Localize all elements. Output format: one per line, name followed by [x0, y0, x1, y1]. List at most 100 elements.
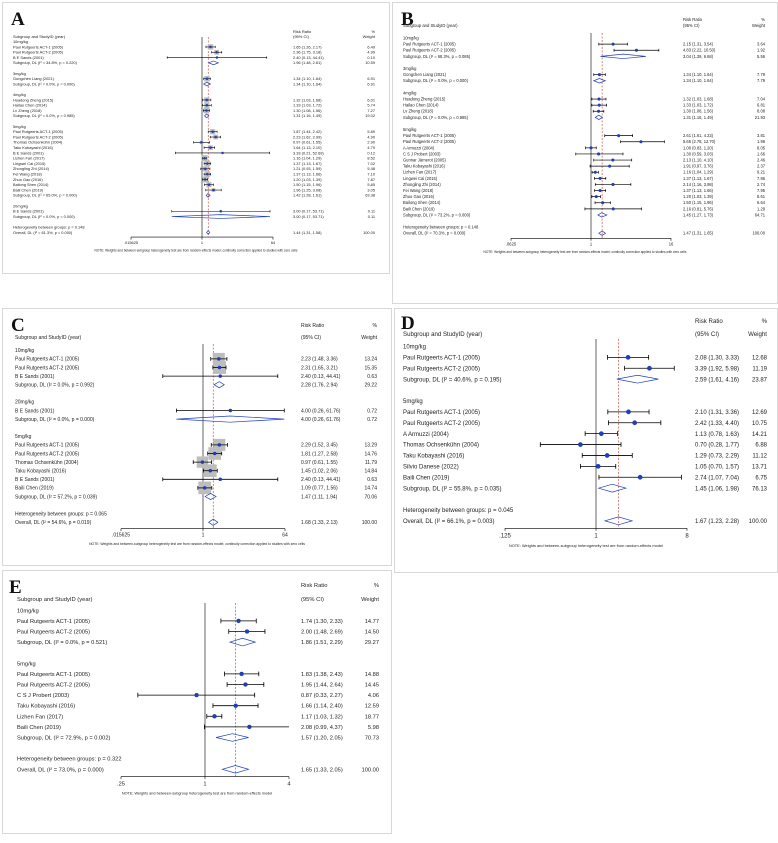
- heterogeneity-text: Heterogeneity between groups: p = 0.065: [15, 511, 107, 517]
- point-estimate: [212, 188, 215, 192]
- rr-ci-value: 1.83 (1.38, 2.43): [301, 672, 343, 678]
- rr-ci-value: 1.34 (1.10, 1.64): [293, 81, 322, 86]
- subtotal-diamond: [215, 733, 249, 742]
- study-label: Zhongling Zhi (2014): [403, 182, 441, 187]
- ci-header: (95% CI): [683, 23, 700, 28]
- point-estimate: [597, 109, 601, 113]
- rr-ci-value: 1.34 (1.10, 1.64): [683, 78, 714, 83]
- rr-ci-value: 1.37 (1.13, 1.67): [683, 176, 714, 181]
- weight-value: 8.52: [367, 156, 375, 161]
- overall-label: Overall, DL (I² = 61.3%, p = 0.000): [13, 230, 73, 235]
- study-column-header: Subgroup and StudyID (year): [15, 335, 82, 341]
- study-label: Baili Chen (2019): [15, 486, 54, 492]
- study-label: Gunnar Järnerot (2005): [403, 157, 446, 162]
- footnote: NOTE: Weights and between-subgroup heter…: [89, 542, 305, 546]
- rr-ci-value: 1.50 (1.15, 1.96): [683, 200, 714, 205]
- weight-value: 0.63: [367, 374, 377, 380]
- rr-ci-value: 2.13 (1.10, 4.10): [683, 157, 714, 162]
- weight-value: 5.48: [367, 166, 375, 171]
- subgroup-header: 5mg/kg: [403, 127, 417, 132]
- panel-letter: B: [401, 9, 414, 30]
- point-estimate: [205, 98, 208, 102]
- risk-ratio-header: Risk Ratio: [301, 583, 327, 589]
- subtotal-diamond: [594, 114, 604, 120]
- weight-value: 3.05: [367, 187, 375, 192]
- weight-value: 64.71: [755, 212, 766, 217]
- footnote: NOTE: Weights and between-subgroup heter…: [122, 791, 272, 795]
- weight-value: 100.00: [749, 519, 768, 525]
- heterogeneity-text: Heterogeneity between groups: p = 0.148: [403, 225, 479, 230]
- study-label: Lizhen Fan (2017): [13, 156, 45, 161]
- weight-value: 1.92: [757, 48, 766, 53]
- overall-label: Overall, DL (I² = 66.1%, p = 0.003): [403, 519, 495, 525]
- point-estimate: [212, 714, 217, 719]
- weight-value: 2.46: [757, 157, 766, 162]
- weight-value: 7.86: [757, 176, 766, 181]
- rr-ci-value: 1.65 (1.26, 2.17): [293, 44, 322, 49]
- point-estimate: [205, 104, 209, 107]
- point-estimate: [205, 77, 209, 81]
- rr-ci-value: 1.20 (1.03, 1.39): [293, 177, 322, 182]
- weight-value: 7.95: [757, 188, 766, 193]
- study-label: Fei Wang (2018): [403, 188, 434, 193]
- study-label: Hailao Chen (2014): [403, 103, 439, 108]
- study-label: B E Sands (2001): [15, 408, 55, 414]
- study-label: Paul Rutgeerts ACT-1 (2005): [15, 443, 80, 449]
- weight-value: 12.68: [752, 355, 768, 361]
- overall-label: Overall, DL (I² = 73.0%, p = 0.000): [17, 767, 104, 773]
- x-tick-label: 1: [203, 781, 206, 787]
- forest-panel-d: D Subgroup and StudyID (year) Risk Ratio (9…: [394, 308, 778, 573]
- weight-value: 2.37: [757, 164, 766, 169]
- subtotal-diamond: [597, 483, 628, 493]
- study-label: B E Sands (2001): [13, 55, 44, 60]
- rr-ci-value: 1.37 (1.13, 1.67): [293, 161, 322, 166]
- subgroup-header: 10mg/kg: [13, 39, 28, 44]
- x-tick-label: 1: [590, 241, 593, 246]
- study-label: Lingwei Cai (2015): [403, 176, 438, 181]
- study-label: Thomas Ochsenkühn (2004): [15, 460, 79, 466]
- study-label: Paul Rutgeerts ACT-1 (2005): [403, 355, 480, 361]
- study-label: Thomas Ochsenkühn (2004): [13, 140, 63, 145]
- study-label: Hailao Chen (2014): [13, 103, 47, 108]
- point-estimate: [203, 156, 206, 160]
- subgroup-header: 10mg/kg: [17, 608, 39, 614]
- subtotal-label: Subgroup, DL (I² = 0.0%, p = 0.992): [15, 382, 95, 388]
- study-label: B E Sands (2001): [15, 477, 55, 483]
- study-label: Paul Rutgeerts ACT-2 (2005): [403, 421, 480, 427]
- subtotal-label: Subgroup, DL (I² = 57.2%, p = 0.039): [15, 494, 97, 500]
- subtotal-label: Subgroup, DL (I² = 0.0%, p = 0.000): [13, 214, 75, 219]
- rr-ci-value: 2.42 (1.33, 4.40): [695, 421, 739, 427]
- subtotal-label: Subgroup, DL (I² = 55.8%, p = 0.035): [403, 486, 502, 492]
- rr-ci-value: 2.59 (1.61, 4.16): [695, 377, 739, 383]
- rr-ci-value: 1.37 (1.13, 1.66): [683, 188, 714, 193]
- weight-value: 3.64: [757, 42, 766, 47]
- weight-value: 6.91: [367, 81, 375, 86]
- forest-plot-svg: A Subgroup and StudyID (year) Risk Ratio(9…: [11, 9, 376, 253]
- rr-ci-value: 1.81 (1.27, 2.58): [301, 451, 338, 457]
- study-label: Paul Rutgeerts ACT-1 (2005): [13, 44, 64, 49]
- panel-letter: A: [11, 9, 25, 30]
- subtotal-label: Subgroup, DL (I² = 65.0%, p = 0.000): [13, 193, 78, 198]
- subgroup-header: 5mg/kg: [17, 661, 36, 667]
- subtotal-diamond: [171, 214, 271, 219]
- weight-value: 100.00: [362, 767, 379, 773]
- weight-value: 14.84: [364, 468, 377, 474]
- rr-ci-value: 1.34 (1.10, 1.64): [293, 76, 322, 81]
- study-label: B E Sands (2001): [13, 150, 44, 155]
- point-estimate: [233, 703, 238, 708]
- study-label: Zhuo Gao (2016): [403, 194, 435, 199]
- weight-pct-header: %: [372, 323, 377, 329]
- rr-ci-value: 2.28 (1.76, 2.94): [301, 382, 338, 388]
- point-estimate: [209, 45, 212, 49]
- weight-value: 3.81: [757, 133, 766, 138]
- point-estimate: [215, 56, 219, 59]
- rr-ci-value: 1.32 (1.03, 1.68): [683, 96, 714, 101]
- forest-panel-a: A Subgroup and StudyID (year) Risk Ratio (9…: [2, 2, 390, 274]
- point-estimate: [597, 152, 601, 156]
- x-tick-label: 4: [287, 781, 290, 787]
- point-estimate: [597, 97, 601, 101]
- study-label: Paul Rutgeerts ACT-2 (2005): [403, 139, 456, 144]
- rr-ci-value: 1.87 (1.44, 2.42): [293, 129, 322, 134]
- subtotal-diamond: [592, 78, 607, 84]
- study-label: Paul Rutgeerts ACT-1 (2005): [403, 133, 456, 138]
